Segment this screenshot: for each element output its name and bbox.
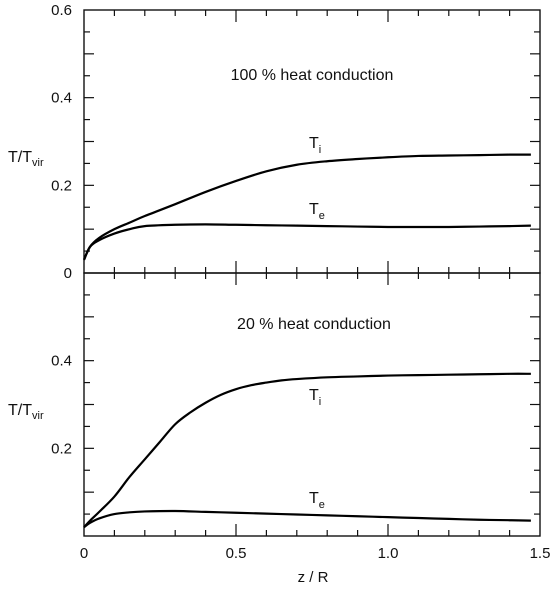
bottom-curve-label-te: Te: [309, 490, 325, 511]
top-y-axis-label-sub: vir: [32, 157, 44, 169]
bottom-y-axis-label-sub: vir: [32, 410, 44, 422]
bottom-y-tick-label: 0.2: [51, 440, 72, 457]
top-curve-te: [82, 223, 531, 261]
bottom-curve-label-main: T: [309, 490, 319, 507]
x-axis-label: z / R: [298, 569, 329, 586]
bottom-curve-te: [83, 509, 531, 529]
bottom-curves: [83, 372, 531, 529]
bottom-y-axis-label: T/Tvir: [8, 402, 44, 422]
top-curve-label-main: T: [309, 201, 319, 218]
top-curve-label-ti: Ti: [309, 135, 321, 156]
bottom-annotation: 20 % heat conduction: [237, 316, 391, 333]
top-curve-label-sub: i: [319, 144, 321, 156]
bottom-ticks: [84, 273, 540, 536]
bottom-curve-label-ti: Ti: [309, 387, 321, 408]
top-curve-label-main: T: [309, 135, 319, 152]
top-y-tick-label: 0.2: [51, 177, 72, 194]
bottom-curve-ti: [83, 372, 531, 528]
bottom-curve-label-sub: i: [319, 396, 321, 408]
top-curve-ti: [82, 153, 531, 261]
top-curve-label-te: Te: [309, 201, 325, 222]
bottom-tick-labels: 0.2 0.4 0 0.5 1.0 1.5: [51, 353, 550, 562]
bottom-x-tick-label: 1.0: [378, 545, 399, 562]
top-y-axis-label: T/Tvir: [8, 149, 44, 169]
top-curve-label-sub: e: [319, 210, 325, 222]
top-curves: [82, 153, 531, 261]
bottom-curve-label-sub: e: [319, 499, 325, 511]
bottom-y-tick-label: 0.4: [51, 353, 72, 370]
bottom-x-tick-label: 0: [80, 545, 88, 562]
bottom-x-tick-label: 0.5: [226, 545, 247, 562]
bottom-y-axis-label-main: T/T: [8, 402, 32, 419]
top-y-tick-label: 0.6: [51, 2, 72, 19]
bottom-x-tick-label: 1.5: [530, 545, 551, 562]
top-y-axis-label-main: T/T: [8, 149, 32, 166]
top-tick-labels: 0 0.2 0.4 0.6: [51, 2, 72, 282]
top-y-tick-label: 0.4: [51, 90, 72, 107]
bottom-curve-label-main: T: [309, 387, 319, 404]
top-ticks: [84, 10, 540, 273]
top-y-tick-label: 0: [64, 265, 72, 282]
top-annotation: 100 % heat conduction: [231, 67, 394, 84]
